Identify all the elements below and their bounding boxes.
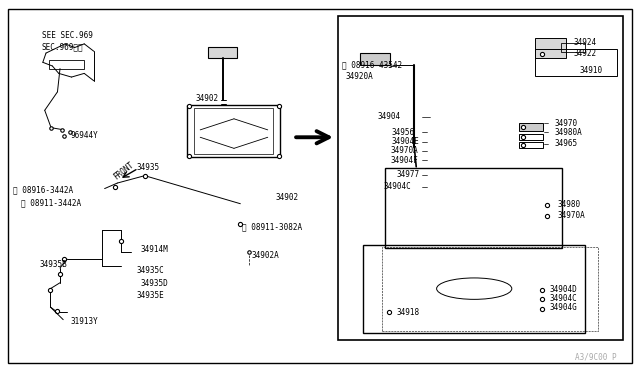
Text: 34914M: 34914M — [140, 245, 168, 254]
Bar — [385, 167, 562, 248]
Text: 34904C: 34904C — [384, 182, 412, 191]
Bar — [536, 49, 617, 76]
Text: 34910: 34910 — [580, 66, 603, 75]
Text: 34924: 34924 — [573, 38, 596, 47]
Text: 34904: 34904 — [378, 112, 401, 121]
Text: 34918: 34918 — [396, 308, 420, 317]
Bar — [519, 142, 543, 148]
Text: 34902: 34902 — [196, 94, 219, 103]
Text: 34965: 34965 — [554, 139, 578, 148]
Text: 34904D: 34904D — [549, 285, 577, 294]
Bar — [49, 61, 84, 68]
Text: A3/9C00 P: A3/9C00 P — [575, 352, 616, 361]
Text: Ⓝ 08911-3442A: Ⓝ 08911-3442A — [20, 198, 81, 207]
Bar — [209, 47, 237, 58]
Text: 34970A: 34970A — [390, 147, 418, 155]
Text: 34904E: 34904E — [392, 137, 419, 146]
Text: Ⓜ 08916-3442A: Ⓜ 08916-3442A — [13, 185, 73, 194]
Text: 34904F: 34904F — [390, 155, 418, 165]
Text: 34920A: 34920A — [346, 72, 373, 81]
Text: 34956: 34956 — [392, 128, 415, 137]
Text: 96944Y: 96944Y — [70, 131, 98, 140]
Text: 34922: 34922 — [573, 49, 596, 58]
Text: 34902A: 34902A — [251, 251, 279, 260]
Text: 34977: 34977 — [396, 170, 420, 179]
Bar — [519, 123, 543, 131]
Bar — [364, 245, 585, 333]
Text: 34902: 34902 — [275, 193, 298, 202]
Bar — [383, 247, 598, 331]
Text: 34935: 34935 — [136, 163, 159, 172]
Text: 34904C: 34904C — [549, 294, 577, 303]
Text: 34935E: 34935E — [136, 291, 164, 300]
Bar — [360, 53, 390, 65]
Bar — [194, 109, 273, 154]
Text: SEE SEC.969: SEE SEC.969 — [42, 31, 92, 40]
Text: 34935C: 34935C — [136, 266, 164, 275]
Text: 34980A: 34980A — [554, 128, 582, 137]
Text: SEC.969参照: SEC.969参照 — [42, 42, 83, 51]
Text: 31913Y: 31913Y — [70, 317, 98, 326]
Bar — [536, 38, 566, 58]
Bar — [519, 134, 543, 140]
Text: 34935B: 34935B — [40, 260, 67, 269]
Bar — [338, 16, 623, 340]
Text: 34970: 34970 — [554, 119, 578, 128]
Bar — [561, 44, 585, 52]
Text: Ⓜ 08916-43542: Ⓜ 08916-43542 — [342, 60, 403, 70]
Text: 34904G: 34904G — [549, 303, 577, 312]
Bar — [188, 105, 280, 157]
Text: 34970A: 34970A — [557, 211, 585, 220]
Text: 34980: 34980 — [557, 200, 580, 209]
Text: FRONT: FRONT — [111, 161, 136, 182]
Text: Ⓝ 08911-3082A: Ⓝ 08911-3082A — [243, 223, 302, 232]
Text: 34935D: 34935D — [140, 279, 168, 288]
